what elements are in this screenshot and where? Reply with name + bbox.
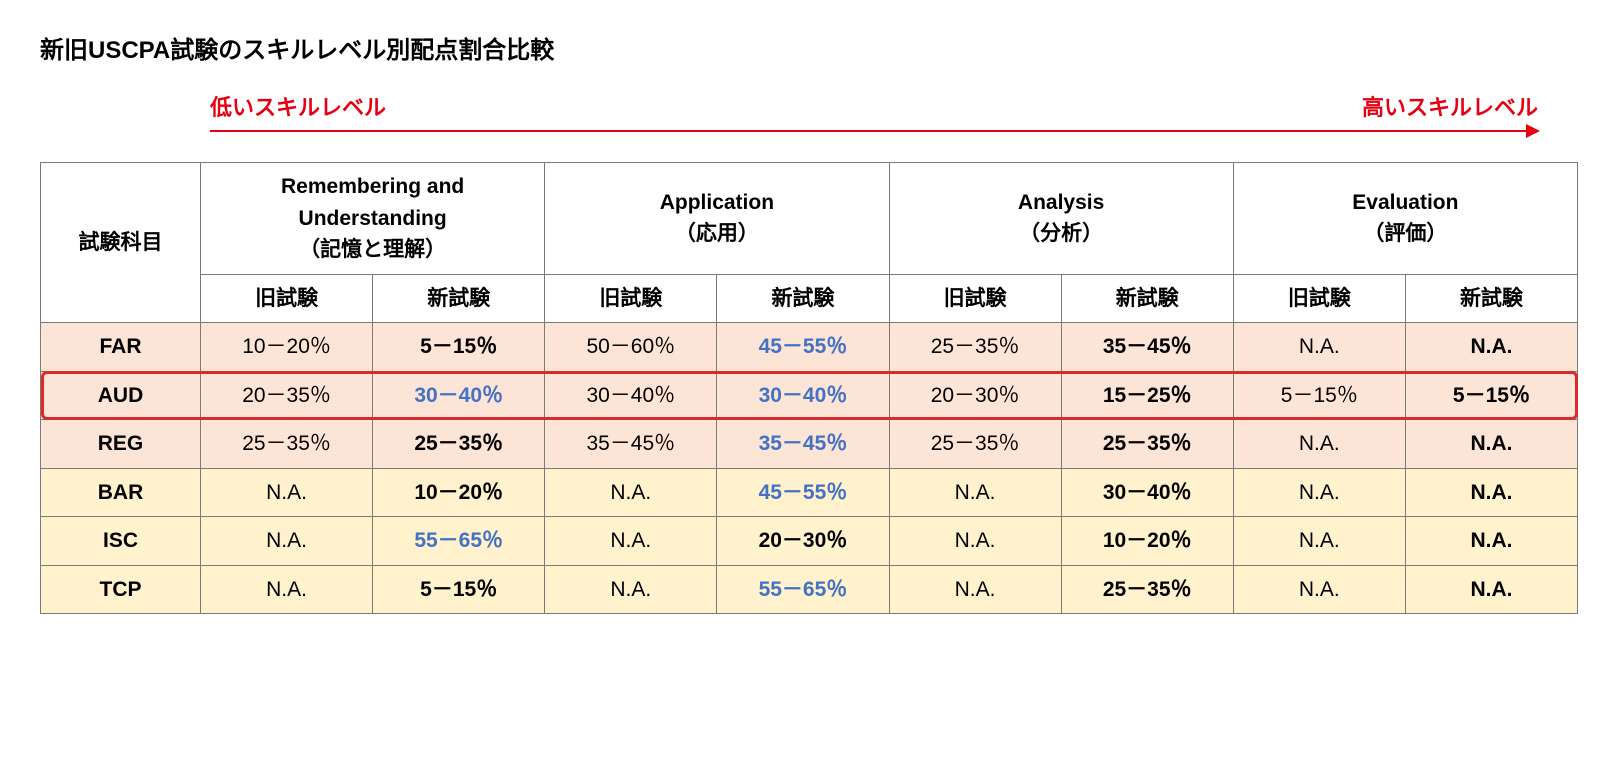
row-subject-label: AUD — [41, 371, 201, 420]
cell-old: N.A. — [201, 565, 373, 614]
cell-new: 25－35％ — [1061, 565, 1233, 614]
cell-new: 25－35％ — [1061, 420, 1233, 469]
sub-header-old: 旧試験 — [545, 274, 717, 323]
cell-old: 25－35％ — [201, 420, 373, 469]
cell-new: 55－65％ — [373, 517, 545, 566]
table-row: ISCN.A.55－65％N.A.20－30％N.A.10－20％N.A.N.A… — [41, 517, 1578, 566]
cell-old: N.A. — [1233, 565, 1405, 614]
cell-old: 35－45％ — [545, 420, 717, 469]
cell-new: 5－15％ — [1405, 371, 1577, 420]
row-subject-label: FAR — [41, 323, 201, 372]
cell-old: 50－60％ — [545, 323, 717, 372]
cell-old: N.A. — [201, 468, 373, 517]
cell-new: 55－65％ — [717, 565, 889, 614]
cell-new: 45－55％ — [717, 468, 889, 517]
header-skill-application: Application （応用） — [545, 163, 889, 275]
table-row: TCPN.A.5－15％N.A.55－65％N.A.25－35％N.A.N.A. — [41, 565, 1578, 614]
cell-old: N.A. — [889, 468, 1061, 517]
cell-old: N.A. — [1233, 468, 1405, 517]
cell-old: 5－15％ — [1233, 371, 1405, 420]
page-title: 新旧USCPA試験のスキルレベル別配点割合比較 — [40, 30, 1578, 65]
cell-new: 10－20％ — [373, 468, 545, 517]
cell-old: N.A. — [889, 517, 1061, 566]
header-subject: 試験科目 — [41, 163, 201, 323]
low-skill-label: 低いスキルレベル — [210, 90, 386, 122]
cell-new: N.A. — [1405, 468, 1577, 517]
cell-old: 20－35％ — [201, 371, 373, 420]
comparison-table-wrap: 試験科目 Remembering and Understanding （記憶と理… — [40, 162, 1578, 614]
header-skill-remembering: Remembering and Understanding （記憶と理解） — [201, 163, 545, 275]
cell-old: 25－35％ — [889, 420, 1061, 469]
cell-old: 30－40％ — [545, 371, 717, 420]
cell-old: N.A. — [201, 517, 373, 566]
cell-old: N.A. — [1233, 323, 1405, 372]
cell-new: 30－40％ — [717, 371, 889, 420]
cell-new: 5－15％ — [373, 565, 545, 614]
arrow-line — [210, 130, 1538, 132]
cell-old: 25－35％ — [889, 323, 1061, 372]
cell-new: 30－40％ — [1061, 468, 1233, 517]
cell-old: N.A. — [545, 517, 717, 566]
row-subject-label: REG — [41, 420, 201, 469]
table-row: REG25－35％25－35％35－45％35－45％25－35％25－35％N… — [41, 420, 1578, 469]
sub-header-old: 旧試験 — [1233, 274, 1405, 323]
cell-old: 10－20％ — [201, 323, 373, 372]
row-subject-label: ISC — [41, 517, 201, 566]
cell-old: N.A. — [1233, 517, 1405, 566]
cell-new: 35－45％ — [717, 420, 889, 469]
cell-new: N.A. — [1405, 323, 1577, 372]
cell-new: 35－45％ — [1061, 323, 1233, 372]
sub-header-old: 旧試験 — [889, 274, 1061, 323]
header-skill-analysis: Analysis （分析） — [889, 163, 1233, 275]
cell-new: 45－55％ — [717, 323, 889, 372]
sub-header-new: 新試験 — [373, 274, 545, 323]
sub-header-old: 旧試験 — [201, 274, 373, 323]
cell-old: N.A. — [1233, 420, 1405, 469]
cell-old: N.A. — [889, 565, 1061, 614]
comparison-table: 試験科目 Remembering and Understanding （記憶と理… — [40, 162, 1578, 614]
cell-new: 10－20％ — [1061, 517, 1233, 566]
cell-new: 30－40％ — [373, 371, 545, 420]
sub-header-new: 新試験 — [717, 274, 889, 323]
skill-level-arrow: 低いスキルレベル 高いスキルレベル — [210, 90, 1538, 132]
cell-old: N.A. — [545, 468, 717, 517]
cell-new: 20－30％ — [717, 517, 889, 566]
table-row: BARN.A.10－20％N.A.45－55％N.A.30－40％N.A.N.A… — [41, 468, 1578, 517]
header-skill-evaluation: Evaluation （評価） — [1233, 163, 1577, 275]
cell-new: N.A. — [1405, 517, 1577, 566]
row-subject-label: BAR — [41, 468, 201, 517]
cell-old: N.A. — [545, 565, 717, 614]
high-skill-label: 高いスキルレベル — [1362, 90, 1538, 122]
cell-new: 15－25％ — [1061, 371, 1233, 420]
sub-header-new: 新試験 — [1405, 274, 1577, 323]
table-row: FAR10－20％5－15％50－60％45－55％25－35％35－45％N.… — [41, 323, 1578, 372]
cell-old: 20－30％ — [889, 371, 1061, 420]
row-subject-label: TCP — [41, 565, 201, 614]
cell-new: 25－35％ — [373, 420, 545, 469]
cell-new: N.A. — [1405, 420, 1577, 469]
sub-header-new: 新試験 — [1061, 274, 1233, 323]
cell-new: 5－15％ — [373, 323, 545, 372]
cell-new: N.A. — [1405, 565, 1577, 614]
table-row: AUD20－35％30－40％30－40％30－40％20－30％15－25％5… — [41, 371, 1578, 420]
